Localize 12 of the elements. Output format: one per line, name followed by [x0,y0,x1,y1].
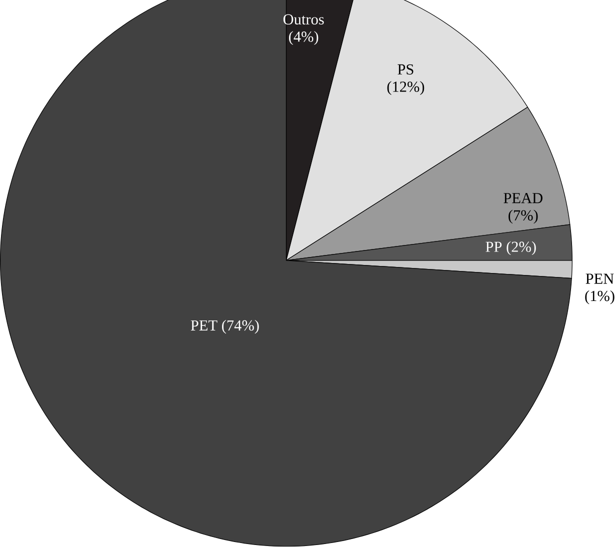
data-label: (74%) [222,320,259,334]
data-label: (2%) [506,241,536,256]
data-label: (12%) [387,81,424,96]
data-label: (4%) [289,31,318,46]
slice-label: PP [486,242,502,252]
slice-label: Outros [283,14,324,25]
data-label: (1%) [585,290,614,304]
slice-label: PEAD [504,193,542,204]
slice-label: PS [398,64,414,75]
slice-label: PET [190,320,218,331]
data-label: (7%) [508,210,538,224]
slice-label: PEN [586,274,614,284]
